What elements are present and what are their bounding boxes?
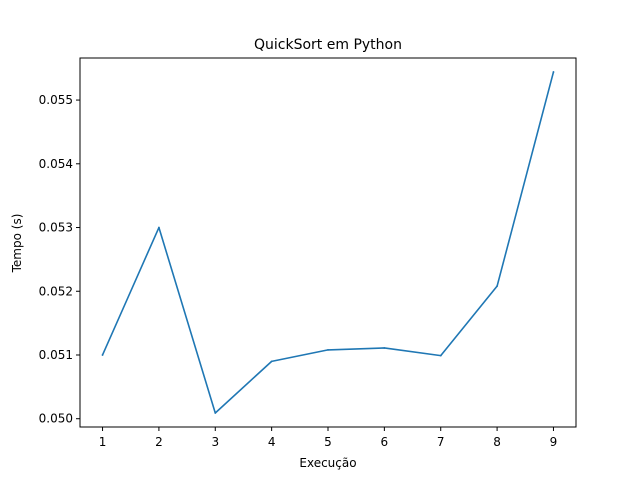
y-axis-label: Tempo (s) bbox=[10, 214, 24, 274]
data-point bbox=[327, 348, 329, 351]
data-point bbox=[496, 285, 498, 288]
x-axis-label: Execução bbox=[299, 456, 356, 470]
y-tick-label: 0.053 bbox=[39, 221, 73, 235]
x-tick-label: 9 bbox=[550, 435, 558, 449]
x-tick-label: 5 bbox=[324, 435, 332, 449]
data-point bbox=[552, 71, 555, 73]
data-point bbox=[101, 354, 104, 356]
series-layer bbox=[101, 71, 555, 414]
y-tick-label: 0.055 bbox=[39, 93, 73, 107]
data-point bbox=[383, 347, 386, 349]
chart-title: QuickSort em Python bbox=[254, 37, 402, 53]
data-point bbox=[439, 354, 442, 357]
x-axis-ticks: 1 2 3 4 5 6 7 8 9 bbox=[99, 427, 558, 449]
x-tick-label: 3 bbox=[211, 435, 219, 449]
data-point bbox=[158, 226, 160, 229]
data-point bbox=[270, 360, 273, 363]
plot-area-frame bbox=[79, 57, 577, 428]
y-tick-label: 0.051 bbox=[39, 348, 73, 362]
x-tick-label: 1 bbox=[99, 435, 107, 449]
x-tick-label: 2 bbox=[155, 435, 163, 449]
data-point bbox=[214, 412, 217, 414]
y-tick-label: 0.054 bbox=[39, 157, 73, 171]
y-tick-label: 0.050 bbox=[39, 412, 73, 426]
x-tick-label: 7 bbox=[437, 435, 445, 449]
x-tick-label: 8 bbox=[493, 435, 501, 449]
y-tick-label: 0.052 bbox=[39, 284, 73, 298]
y-axis-ticks: 0.050 0.051 0.052 0.053 0.054 0.055 bbox=[39, 93, 80, 426]
x-tick-label: 6 bbox=[381, 435, 389, 449]
x-tick-label: 4 bbox=[268, 435, 276, 449]
